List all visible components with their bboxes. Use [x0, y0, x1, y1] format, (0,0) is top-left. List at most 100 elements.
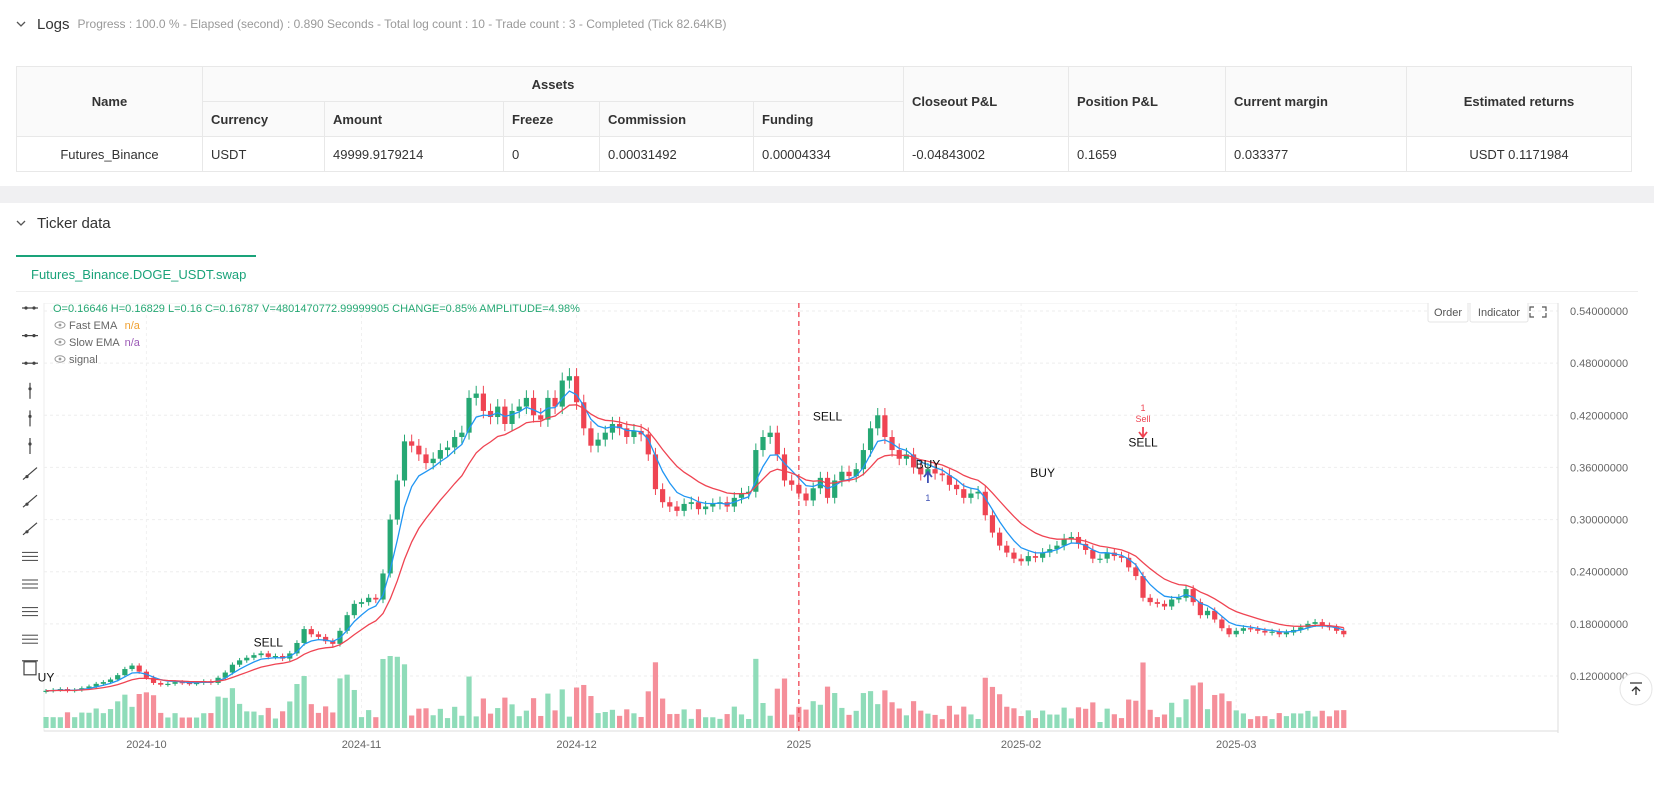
tab-doge-usdt[interactable]: Futures_Binance.DOGE_USDT.swap: [16, 255, 256, 291]
volume-bar: [1305, 710, 1311, 728]
volume-bar: [201, 713, 207, 728]
candle-body: [394, 480, 400, 520]
candle-body: [566, 376, 573, 381]
candle-body: [803, 493, 809, 501]
volume-bar: [903, 715, 909, 728]
candle-body: [896, 450, 902, 459]
volume-bar: [143, 692, 149, 728]
legend-series-name: Slow EMA: [69, 337, 120, 349]
volume-bar: [387, 656, 393, 728]
volume-bar: [609, 709, 616, 728]
ohlc-readout: O=0.16646 H=0.16829 L=0.16 C=0.16787 V=4…: [53, 303, 580, 315]
volume-bar: [1161, 714, 1168, 728]
parallel-channel-icon[interactable]: [22, 579, 38, 589]
candle-body: [946, 475, 953, 485]
candle-body: [229, 664, 236, 673]
candle-body: [530, 397, 537, 416]
volume-bar: [344, 674, 350, 728]
eye-icon: [54, 321, 66, 329]
candle-body: [1126, 557, 1132, 568]
indicator-button-label: Indicator: [1478, 307, 1521, 319]
volume-bar: [1018, 716, 1024, 728]
x-tick-label: 2025-02: [1001, 739, 1041, 751]
eye-icon: [54, 355, 66, 363]
candle-body: [867, 428, 874, 451]
chevron-down-icon[interactable]: [16, 19, 26, 29]
sell-arrow-icon: [1138, 427, 1148, 439]
volume-bar: [1290, 713, 1297, 728]
y-tick-label: 0.48000000: [1570, 358, 1628, 370]
extended-line-icon[interactable]: [22, 361, 38, 365]
volume-bar: [473, 716, 479, 728]
price-range-icon[interactable]: [22, 551, 38, 561]
volume-bar: [258, 715, 264, 728]
candle-body: [853, 469, 859, 477]
chevron-down-icon[interactable]: [16, 218, 26, 228]
vertical-line-icon[interactable]: [28, 438, 32, 454]
vertical-segment-icon[interactable]: [28, 382, 32, 399]
horizontal-ray-icon[interactable]: [22, 334, 38, 338]
trash-icon[interactable]: [22, 660, 38, 676]
trend-ray-icon[interactable]: [22, 494, 38, 508]
volume-bar: [1326, 716, 1333, 728]
x-tick-label: 2024-12: [556, 739, 596, 751]
candle-body: [1298, 627, 1304, 630]
cell-currency: USDT: [202, 136, 325, 172]
candle-body: [832, 480, 838, 498]
candle-body: [1075, 536, 1082, 544]
candle-body: [330, 641, 336, 644]
trend-line-icon[interactable]: [22, 467, 38, 481]
candle-body: [882, 415, 888, 438]
candle-body: [810, 488, 816, 501]
candle-body: [265, 653, 271, 657]
volume-bar: [158, 712, 164, 728]
vertical-ray-icon[interactable]: [28, 410, 32, 427]
price-chart[interactable]: 0.54000000 0.48000000 0.42000000 0.36000000…: [0, 303, 1654, 802]
volume-bar: [953, 714, 960, 728]
volume-bar: [817, 704, 823, 728]
candle-body: [997, 532, 1003, 546]
candle-body: [1176, 597, 1182, 600]
candle-body: [552, 397, 558, 407]
cell-current-margin: 0.033377: [1225, 136, 1407, 172]
volume-bar: [1083, 708, 1089, 728]
fib-channel-icon[interactable]: [22, 607, 38, 617]
candle-body: [136, 665, 142, 672]
horizontal-line-icon[interactable]: [22, 306, 38, 310]
volume-bar: [695, 709, 702, 728]
volume-bar: [946, 705, 953, 728]
order-button[interactable]: Order: [1427, 303, 1469, 323]
volume-bar: [1075, 707, 1082, 728]
volume-bar: [165, 717, 171, 728]
volume-bar: [409, 715, 415, 728]
ticker-header[interactable]: Ticker data: [16, 213, 111, 233]
candle-body: [380, 573, 386, 600]
legend-series-value: n/a: [125, 320, 141, 332]
volume-bar: [1255, 716, 1261, 728]
volume-bar: [867, 691, 874, 728]
volume-bar: [681, 709, 687, 728]
volume-bar: [401, 664, 408, 728]
candle-body: [430, 458, 436, 464]
volume-bar: [1183, 699, 1189, 728]
volume-bar: [1154, 717, 1160, 728]
fib-retracement-icon[interactable]: [22, 634, 38, 644]
horizontal-line-icon-part: [24, 306, 28, 310]
candle-body: [645, 434, 651, 455]
volume-bar: [875, 704, 881, 728]
candle-body: [839, 471, 845, 481]
logs-header[interactable]: Logs Progress : 100.0 % - Elapsed (secon…: [16, 14, 727, 34]
extended-trend-icon[interactable]: [22, 522, 38, 536]
volume-bar: [810, 701, 816, 728]
assets-table: Name Assets Closeout P&L Position P&L Cu…: [16, 66, 1632, 172]
indicator-button[interactable]: Indicator: [1469, 303, 1529, 323]
candle-body: [588, 428, 594, 446]
candle-body: [459, 432, 465, 438]
candle-body: [272, 656, 279, 658]
volume-bar: [624, 709, 630, 728]
volume-bar: [265, 707, 271, 728]
volume-bar: [394, 656, 400, 728]
volume-bar: [530, 698, 537, 728]
order-button-bg: [1427, 303, 1469, 323]
volume-bar: [1298, 713, 1304, 728]
